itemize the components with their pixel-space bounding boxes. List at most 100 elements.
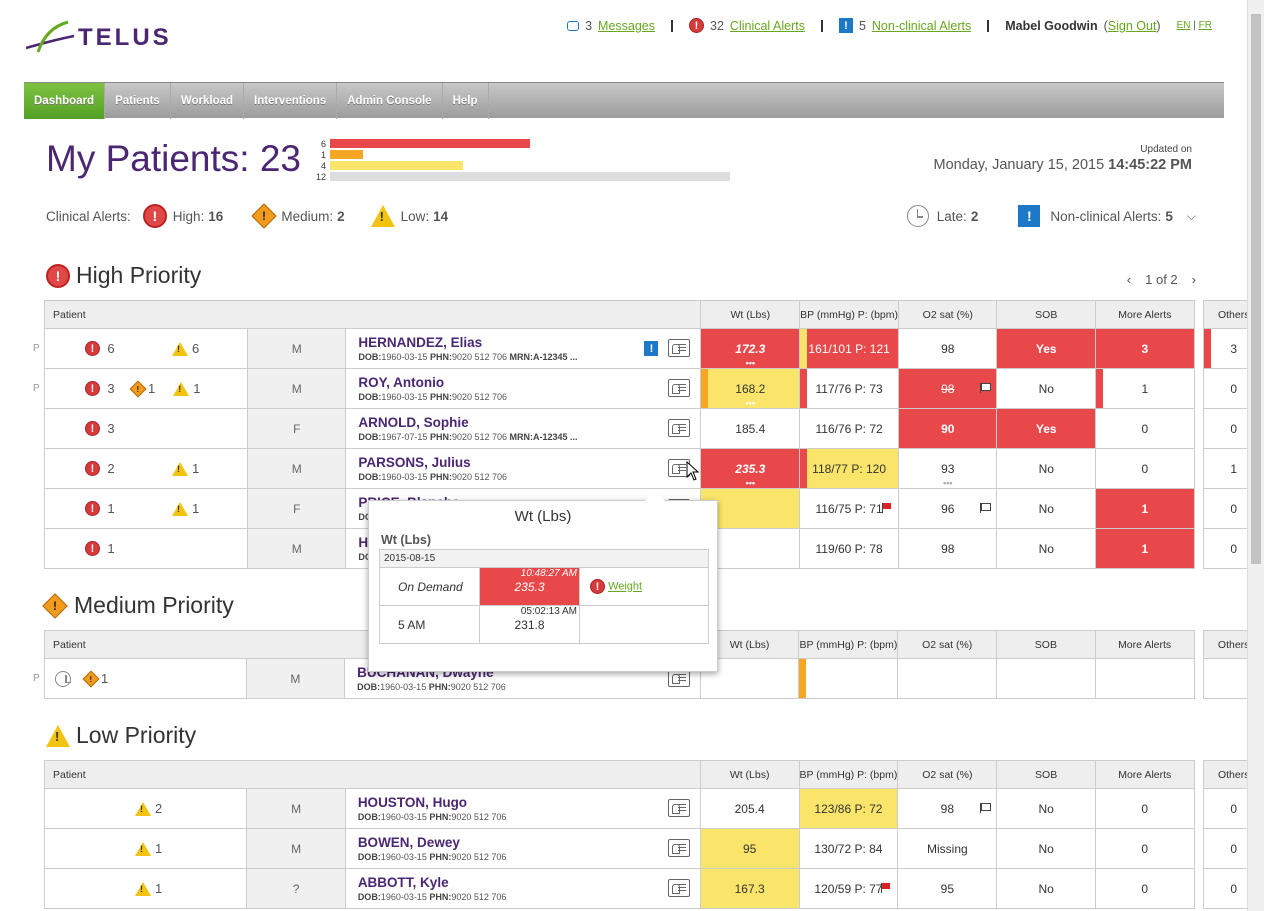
patient-info[interactable]: HERNANDEZ, Elias DOB:1960-03-15 PHN:9020 … <box>345 328 702 369</box>
more-alerts-cell[interactable]: 0 <box>1095 408 1195 449</box>
more-dots-icon[interactable]: ••• <box>745 358 756 368</box>
patient-info[interactable]: ROY, Antonio DOB:1960-03-15 PHN:9020 512 … <box>345 368 702 409</box>
o2-cell[interactable]: 90 <box>898 408 998 449</box>
table-row[interactable]: P! 3! 1! 1 M ROY, Antonio DOB:1960-03-15 PHN:9… <box>33 368 1264 409</box>
col-o2[interactable]: O2 sat (%) <box>898 300 998 329</box>
sob-cell[interactable]: No <box>996 788 1096 829</box>
patient-name[interactable]: HERNANDEZ, Elias <box>358 335 483 350</box>
bp-cell[interactable]: 116/75 P: 71 <box>799 488 900 529</box>
patient-info[interactable]: ABBOTT, Kyle DOB:1960-03-15 PHN:9020 512 … <box>344 868 701 909</box>
flag-icon[interactable] <box>882 503 892 513</box>
wt-cell[interactable]: 185.4 <box>700 408 801 449</box>
patient-name[interactable]: BOWEN, Dewey <box>357 835 460 850</box>
more-dots-icon[interactable]: ••• <box>745 398 756 408</box>
sob-cell[interactable]: No <box>996 448 1097 489</box>
patient-name[interactable]: ROY, Antonio <box>358 375 445 390</box>
chevron-down-icon[interactable]: ⌵ <box>1186 208 1196 223</box>
col-patient[interactable]: Patient <box>43 300 702 329</box>
table-row[interactable]: P! 1 M BUCHANAN, Dwayne DOB:1960-03-15 PHN:9… <box>33 658 1264 699</box>
col-sob[interactable]: SOB <box>996 300 1097 329</box>
patient-name[interactable]: PARSONS, Julius <box>358 455 471 470</box>
more-dots-icon[interactable]: ••• <box>943 478 953 488</box>
patient-info[interactable]: PARSONS, Julius DOB:1960-03-15 PHN:9020 5… <box>345 448 702 489</box>
patient-card-icon[interactable] <box>667 879 690 897</box>
table-row[interactable]: ! 3 F ARNOLD, Sophie DOB:1967-07-15 PHN:9020… <box>43 408 1264 449</box>
sob-cell[interactable]: No <box>996 528 1097 569</box>
lang-en[interactable]: EN <box>1176 20 1191 31</box>
bp-cell[interactable] <box>798 658 899 699</box>
patient-card-icon[interactable] <box>668 379 691 397</box>
col-more[interactable]: More Alerts <box>1094 630 1195 659</box>
bp-cell[interactable]: 118/77 P: 120 <box>799 448 900 489</box>
bp-cell[interactable]: 117/76 P: 73 <box>799 368 900 409</box>
patient-card-icon[interactable] <box>668 419 691 437</box>
patient-name[interactable]: ABBOTT, Kyle <box>357 875 449 890</box>
patient-card-icon[interactable] <box>668 339 691 357</box>
o2-cell[interactable]: 95 <box>897 868 998 909</box>
col-o2[interactable]: O2 sat (%) <box>897 760 998 789</box>
o2-cell[interactable]: 98 <box>898 368 998 409</box>
more-alerts-cell[interactable]: 0 <box>1094 828 1195 869</box>
patient-name[interactable]: ARNOLD, Sophie <box>358 415 469 430</box>
wt-cell[interactable]: 205.4 <box>699 788 800 829</box>
table-row[interactable]: ! 1? ABBOTT, Kyle DOB:1960-03-15 PHN:9020 5… <box>43 868 1264 909</box>
nonclinical-alerts-link[interactable]: Non-clinical Alerts <box>871 18 972 33</box>
bp-cell[interactable]: 130/72 P: 84 <box>798 828 899 869</box>
wt-cell[interactable]: 235.3 ••• <box>700 448 801 489</box>
tab-help[interactable]: Help <box>443 83 489 119</box>
o2-cell[interactable]: 98 <box>898 328 998 369</box>
flag-icon[interactable] <box>980 503 992 513</box>
more-alerts-cell[interactable] <box>1094 658 1195 699</box>
o2-cell[interactable]: 93 ••• <box>898 448 998 489</box>
more-dots-icon[interactable]: ••• <box>745 478 756 488</box>
bp-cell[interactable]: 116/76 P: 72 <box>799 408 900 449</box>
table-row[interactable]: P! 6! 6 M HERNANDEZ, Elias DOB:1960-03-15 PHN… <box>33 328 1264 369</box>
patient-card-icon[interactable] <box>667 799 690 817</box>
sob-cell[interactable]: No <box>996 488 1097 529</box>
tab-workload[interactable]: Workload <box>171 83 245 119</box>
nonclinical-alert-icon[interactable]: ! <box>644 341 659 356</box>
chevron-left-icon[interactable]: ‹ <box>1126 272 1132 287</box>
patient-card-icon[interactable] <box>667 839 690 857</box>
col-wt[interactable]: Wt (Lbs) <box>700 300 801 329</box>
col-wt[interactable]: Wt (Lbs) <box>699 760 800 789</box>
flag-icon[interactable] <box>881 883 891 893</box>
patient-info[interactable]: ARNOLD, Sophie DOB:1967-07-15 PHN:9020 51… <box>345 408 702 449</box>
sob-cell[interactable]: No <box>996 368 1097 409</box>
col-more[interactable]: More Alerts <box>1094 760 1195 789</box>
table-row[interactable]: ! 2 M HOUSTON, Hugo DOB:1960-03-15 PHN:9020 … <box>43 788 1264 829</box>
tab-interventions[interactable]: Interventions <box>244 83 338 119</box>
table-row[interactable]: ! 1 M BOWEN, Dewey DOB:1960-03-15 PHN:9020 5… <box>43 828 1264 869</box>
more-alerts-cell[interactable]: 1 <box>1095 488 1195 529</box>
wt-cell[interactable] <box>700 488 801 529</box>
col-more[interactable]: More Alerts <box>1095 300 1195 329</box>
more-alerts-cell[interactable]: 0 <box>1094 868 1195 909</box>
scrollbar[interactable] <box>1247 0 1264 911</box>
tab-dashboard[interactable]: Dashboard <box>24 83 106 119</box>
sob-cell[interactable]: Yes <box>996 408 1097 449</box>
lang-fr[interactable]: FR <box>1198 20 1212 31</box>
flag-icon[interactable] <box>980 803 992 813</box>
message-icon[interactable] <box>567 20 580 31</box>
signout-link[interactable]: Sign Out <box>1107 18 1157 33</box>
sob-cell[interactable]: No <box>996 868 1096 909</box>
weight-alert-link[interactable]: Weight <box>608 580 643 593</box>
o2-cell[interactable] <box>897 658 998 699</box>
col-bp[interactable]: BP (mmHg) P: (bpm) <box>798 760 899 789</box>
col-o2[interactable]: O2 sat (%) <box>897 630 998 659</box>
patient-info[interactable]: BOWEN, Dewey DOB:1960-03-15 PHN:9020 512 … <box>344 828 701 869</box>
more-alerts-cell[interactable]: 1 <box>1095 368 1195 409</box>
chevron-right-icon[interactable]: › <box>1191 272 1196 287</box>
messages-link[interactable]: Messages <box>598 18 656 33</box>
wt-cell[interactable]: 167.3 <box>699 868 800 909</box>
o2-cell[interactable]: 98 <box>898 528 998 569</box>
table-row[interactable]: ! 2! 1 M PARSONS, Julius DOB:1960-03-15 PHN:9… <box>43 448 1264 489</box>
more-alerts-cell[interactable]: 1 <box>1095 528 1195 569</box>
tab-admin-console[interactable]: Admin Console <box>337 83 443 119</box>
patient-name[interactable]: HOUSTON, Hugo <box>357 795 468 810</box>
scrollbar-thumb[interactable] <box>1251 14 1261 564</box>
bp-cell[interactable]: 119/60 P: 78 <box>799 528 900 569</box>
more-alerts-cell[interactable]: 0 <box>1095 448 1195 489</box>
o2-cell[interactable]: Missing <box>897 828 998 869</box>
wt-cell[interactable]: 95 <box>699 828 800 869</box>
